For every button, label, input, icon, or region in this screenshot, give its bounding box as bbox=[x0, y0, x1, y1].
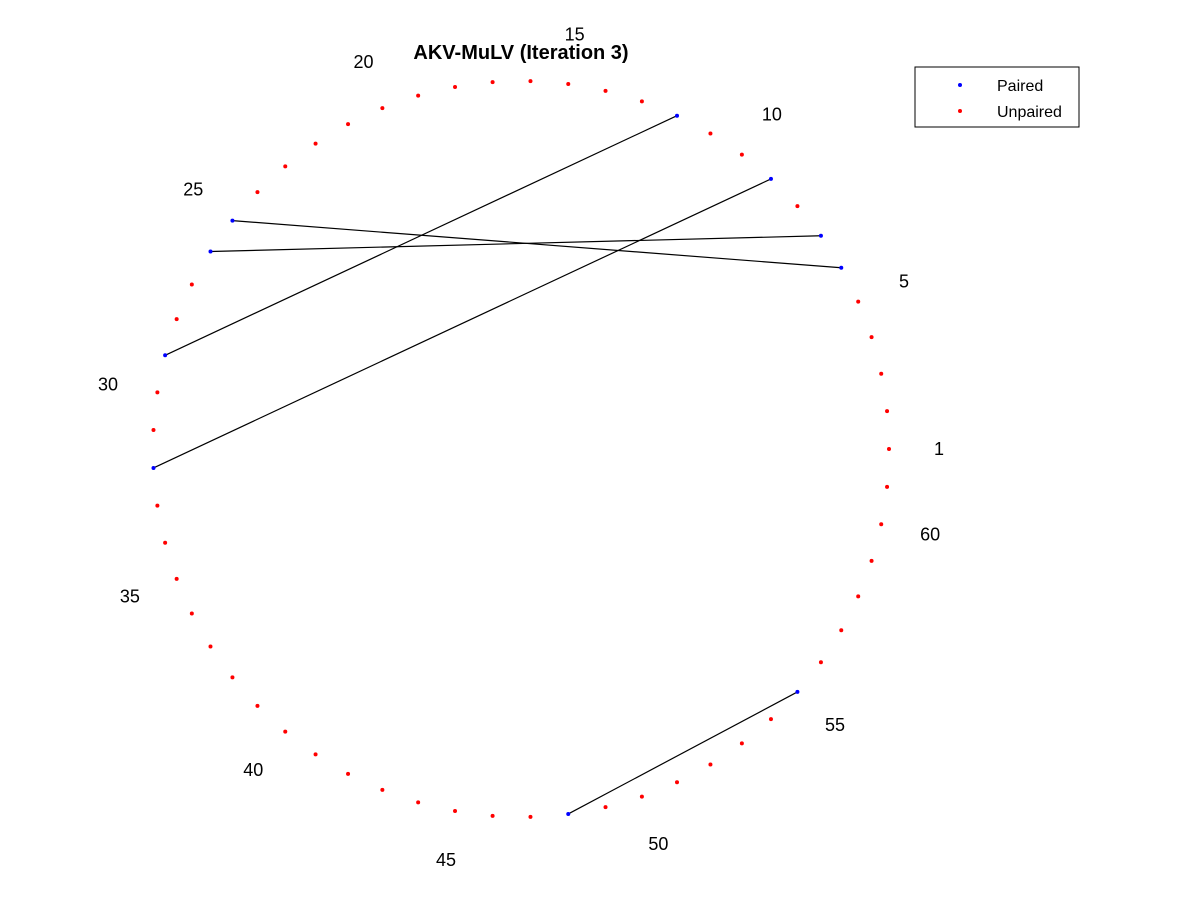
pair-link-6-25 bbox=[232, 220, 842, 269]
position-label-25: 25 bbox=[183, 180, 203, 200]
paired-point-12 bbox=[675, 113, 680, 118]
unpaired-point-43 bbox=[380, 787, 385, 792]
position-label-5: 5 bbox=[899, 272, 909, 292]
position-label-15: 15 bbox=[565, 24, 585, 44]
paired-point-6 bbox=[839, 265, 844, 270]
unpaired-point-34 bbox=[163, 540, 168, 545]
position-label-45: 45 bbox=[436, 850, 456, 870]
unpaired-point-51 bbox=[675, 780, 680, 785]
paired-point-25 bbox=[230, 218, 235, 223]
position-label-1: 1 bbox=[934, 439, 944, 459]
paired-point-26 bbox=[208, 249, 213, 254]
unpaired-point-4 bbox=[869, 335, 874, 340]
unpaired-point-21 bbox=[346, 122, 351, 127]
unpaired-point-42 bbox=[346, 771, 351, 776]
unpaired-point-57 bbox=[839, 628, 844, 633]
position-label-50: 50 bbox=[648, 834, 668, 854]
unpaired-point-36 bbox=[189, 611, 194, 616]
unpaired-point-58 bbox=[856, 594, 861, 599]
legend-label-paired: Paired bbox=[997, 78, 1043, 95]
unpaired-point-54 bbox=[768, 717, 773, 722]
unpaired-point-15 bbox=[566, 82, 571, 87]
paired-point-29 bbox=[163, 353, 168, 358]
unpaired-point-37 bbox=[208, 644, 213, 649]
legend-marker-paired bbox=[958, 83, 962, 87]
unpaired-point-28 bbox=[174, 317, 179, 322]
unpaired-point-46 bbox=[490, 813, 495, 818]
unpaired-point-30 bbox=[155, 390, 160, 395]
unpaired-point-49 bbox=[603, 805, 608, 810]
unpaired-point-59 bbox=[869, 558, 874, 563]
unpaired-point-1 bbox=[887, 447, 891, 451]
position-label-60: 60 bbox=[920, 525, 940, 545]
unpaired-point-31 bbox=[151, 428, 156, 433]
unpaired-point-27 bbox=[189, 282, 194, 287]
pair-link-7-26 bbox=[210, 235, 821, 253]
position-label-20: 20 bbox=[354, 52, 374, 72]
unpaired-point-40 bbox=[283, 729, 288, 734]
legend-marker-unpaired bbox=[958, 109, 962, 113]
unpaired-point-13 bbox=[639, 99, 644, 104]
paired-point-9 bbox=[768, 176, 773, 181]
position-label-10: 10 bbox=[762, 105, 782, 125]
unpaired-point-52 bbox=[708, 762, 713, 767]
legend-box bbox=[914, 66, 1080, 128]
pair-link-48-55 bbox=[567, 691, 798, 815]
paired-point-32 bbox=[151, 465, 156, 470]
unpaired-point-17 bbox=[490, 80, 495, 85]
position-label-35: 35 bbox=[120, 586, 140, 606]
unpaired-point-53 bbox=[739, 741, 744, 746]
paired-point-48 bbox=[566, 811, 571, 816]
unpaired-point-44 bbox=[416, 800, 421, 805]
unpaired-point-14 bbox=[603, 88, 608, 93]
pair-links bbox=[153, 115, 842, 815]
position-label-30: 30 bbox=[98, 375, 118, 395]
paired-point-7 bbox=[818, 233, 823, 238]
paired-point-55 bbox=[795, 689, 800, 694]
unpaired-point-2 bbox=[885, 409, 890, 414]
position-label-40: 40 bbox=[243, 760, 263, 780]
unpaired-point-45 bbox=[453, 809, 458, 814]
unpaired-point-41 bbox=[313, 752, 318, 757]
unpaired-point-23 bbox=[283, 164, 288, 169]
unpaired-point-18 bbox=[453, 84, 458, 89]
unpaired-point-19 bbox=[416, 93, 421, 98]
unpaired-point-35 bbox=[174, 576, 179, 581]
unpaired-point-5 bbox=[856, 299, 861, 304]
unpaired-point-8 bbox=[795, 204, 800, 209]
unpaired-point-24 bbox=[255, 190, 260, 195]
unpaired-point-33 bbox=[155, 503, 160, 508]
pair-link-12-29 bbox=[164, 115, 678, 356]
unpaired-point-10 bbox=[739, 152, 744, 157]
unpaired-point-38 bbox=[230, 675, 235, 680]
unpaired-point-61 bbox=[885, 484, 890, 489]
unpaired-point-47 bbox=[528, 814, 533, 819]
unpaired-point-22 bbox=[313, 141, 318, 146]
unpaired-point-11 bbox=[708, 131, 713, 136]
chart-title: AKV-MuLV (Iteration 3) bbox=[413, 42, 628, 64]
legend-label-unpaired: Unpaired bbox=[997, 104, 1062, 121]
unpaired-point-20 bbox=[380, 106, 385, 111]
unpaired-point-16 bbox=[528, 79, 533, 84]
position-label-55: 55 bbox=[825, 715, 845, 735]
unpaired-point-50 bbox=[639, 794, 644, 799]
legend: Paired Unpaired bbox=[914, 66, 1080, 128]
pair-link-9-32 bbox=[153, 178, 772, 469]
position-points bbox=[151, 79, 891, 819]
unpaired-point-56 bbox=[818, 660, 823, 665]
unpaired-point-60 bbox=[879, 522, 884, 527]
unpaired-point-39 bbox=[255, 703, 260, 708]
unpaired-point-3 bbox=[879, 371, 884, 376]
